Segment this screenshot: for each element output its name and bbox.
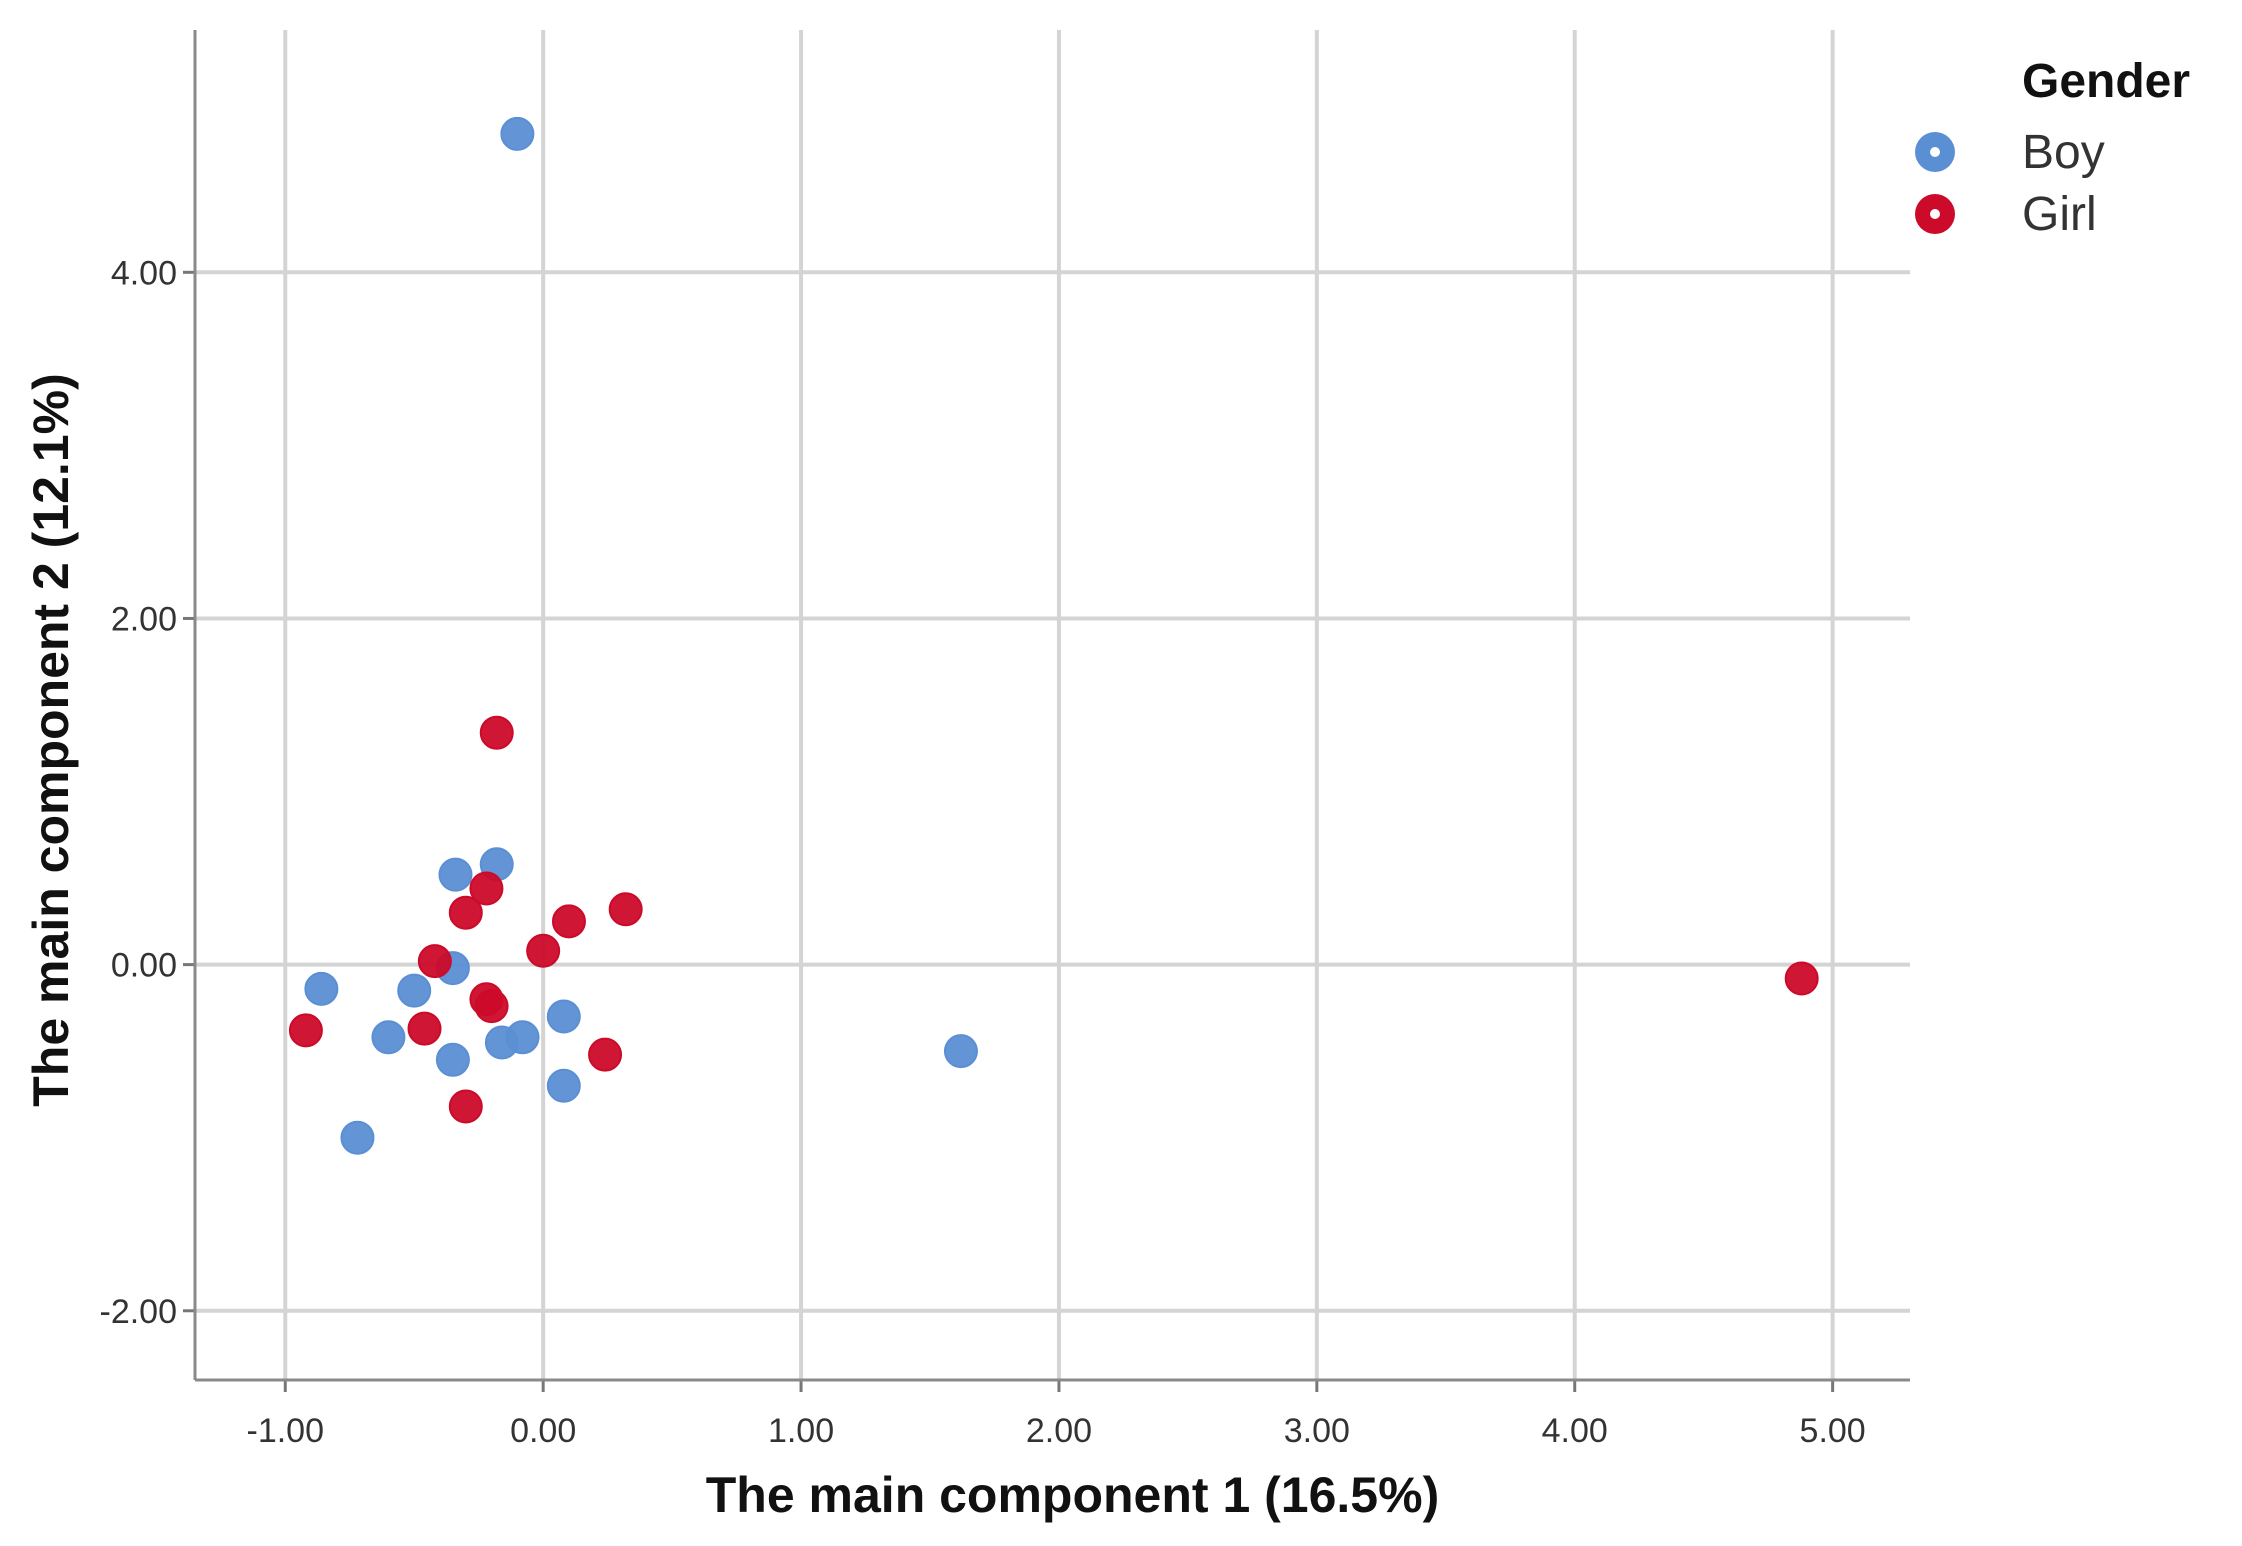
girl-point <box>588 1037 623 1072</box>
legend-label-boy: Boy <box>2022 126 2105 179</box>
girl-point <box>479 715 514 750</box>
plot-axes <box>183 30 1910 1392</box>
girl-point <box>1784 961 1819 996</box>
x-tick-label: 3.00 <box>1284 1412 1350 1450</box>
legend-label-girl: Girl <box>2022 188 2097 241</box>
y-tick-label: 4.00 <box>111 254 177 292</box>
girl-point <box>407 1011 442 1046</box>
x-tick-label: -1.00 <box>247 1412 325 1450</box>
boy-point <box>397 973 432 1008</box>
x-tick-label: 1.00 <box>768 1412 834 1450</box>
data-points <box>288 116 1819 1155</box>
girl-point <box>526 933 561 968</box>
girl-point <box>448 895 483 930</box>
girl-point <box>417 944 452 979</box>
grid-lines <box>195 30 1910 1380</box>
boy-point <box>438 857 473 892</box>
tick-labels: -1.00 0.00 1.00 2.00 3.00 4.00 5.00 -2.00 0.00 2.… <box>100 254 1866 1450</box>
x-tick-label: 5.00 <box>1800 1412 1866 1450</box>
girl-point <box>474 989 509 1024</box>
boy-point <box>546 1068 581 1103</box>
boy-point <box>500 116 535 151</box>
y-tick-label: -2.00 <box>100 1293 178 1331</box>
x-tick-label: 4.00 <box>1542 1412 1608 1450</box>
legend-title: Gender <box>2022 55 2190 108</box>
girl-legend-marker-dot <box>1930 209 1940 219</box>
boy-legend-marker-dot <box>1930 147 1940 157</box>
girl-point <box>448 1089 483 1124</box>
x-tick-label: 2.00 <box>1026 1412 1092 1450</box>
girl-point <box>551 904 586 939</box>
girl-point <box>608 892 643 927</box>
x-tick-label: 0.00 <box>510 1412 576 1450</box>
y-axis-title: The main component 2 (12.1%) <box>23 373 79 1106</box>
boy-point <box>435 1042 470 1077</box>
legend: Gender Boy Girl <box>1915 55 2190 241</box>
boy-point <box>304 971 339 1006</box>
x-axis-title: The main component 1 (16.5%) <box>706 1467 1439 1523</box>
boy-point <box>943 1034 978 1069</box>
y-tick-label: 0.00 <box>111 947 177 985</box>
boy-point <box>546 999 581 1034</box>
legend-items: Boy Girl <box>1915 126 2105 241</box>
girl-point <box>469 871 504 906</box>
boy-point <box>371 1020 406 1055</box>
girl-point <box>288 1013 323 1048</box>
boy-point <box>340 1120 375 1155</box>
y-tick-label: 2.00 <box>111 600 177 638</box>
boy-point <box>505 1020 540 1055</box>
